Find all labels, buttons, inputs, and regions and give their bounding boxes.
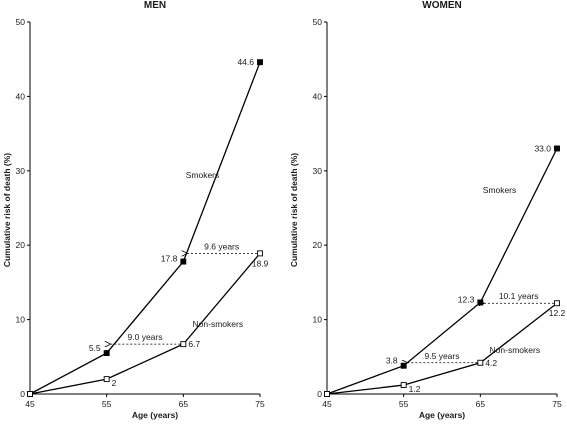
data-point-marker [103, 350, 110, 357]
data-label: 3.8 [386, 356, 398, 366]
panel-men: MEN Cumulative risk of death (%) Age (ye… [2, 0, 269, 420]
x-tick-label: 75 [552, 399, 562, 409]
y-tick-label: 30 [313, 166, 323, 176]
x-tick-label: 45 [322, 399, 332, 409]
data-label: 1.2 [409, 384, 421, 394]
y-tick-label: 50 [16, 17, 26, 27]
series-name-label: Non-smokers [193, 319, 244, 329]
series-line-non-smokers [326, 302, 558, 395]
data-label: 12.2 [549, 308, 566, 318]
y-tick-label: 20 [16, 240, 26, 250]
x-tick-label: 45 [25, 399, 35, 409]
x-tick-label: 55 [102, 399, 112, 409]
data-point-marker [103, 376, 110, 383]
x-axis-label: Age (years) [419, 410, 465, 420]
data-point-marker [180, 341, 187, 348]
x-tick-label: 65 [476, 399, 486, 409]
chart-title: WOMEN [422, 0, 461, 11]
y-tick-label: 50 [313, 17, 323, 27]
plot-area-women: 0 10 20 30 40 50 45 55 65 75 3.8 12.3 33.0 1.2 4.2 12.2… [313, 17, 566, 409]
series-line-smokers [326, 148, 558, 395]
data-point-marker [324, 391, 330, 397]
data-point-marker [257, 250, 263, 257]
chart-title: MEN [144, 0, 166, 11]
data-label: 33.0 [534, 143, 551, 153]
x-tick-label: 55 [399, 399, 409, 409]
data-point-marker [27, 391, 33, 397]
y-tick-label: 30 [16, 166, 26, 176]
x-axis-label: Age (years) [132, 410, 178, 420]
data-label: 4.2 [485, 358, 497, 368]
y-tick-label: 10 [16, 315, 26, 325]
y-axis-label: Cumulative risk of death (%) [289, 153, 299, 267]
y-tick-label: 40 [313, 91, 323, 101]
y-axis-label: Cumulative risk of death (%) [2, 153, 12, 267]
data-point-marker [554, 145, 560, 152]
data-point-marker [180, 258, 187, 265]
series-line-non-smokers [29, 252, 261, 395]
data-point-marker [400, 362, 407, 369]
gap-annotation: 10.1 years [499, 291, 539, 301]
data-point-marker [554, 300, 560, 307]
data-point-marker [477, 299, 484, 306]
x-tick-label: 65 [179, 399, 189, 409]
series-name-label: Smokers [483, 185, 517, 195]
series-line-smokers [29, 61, 261, 395]
y-tick-label: 20 [313, 240, 323, 250]
x-tick-label: 75 [255, 399, 265, 409]
data-label: 12.3 [458, 294, 475, 304]
data-label: 2 [112, 378, 117, 388]
gap-annotation: 9.0 years [128, 332, 163, 342]
y-tick-label: 0 [20, 389, 25, 399]
data-label: 5.5 [89, 343, 101, 353]
data-label: 18.9 [252, 258, 269, 268]
panel-women: WOMEN Cumulative risk of death (%) Age (… [289, 0, 566, 420]
y-tick-label: 40 [16, 91, 26, 101]
data-label: 44.6 [237, 57, 254, 67]
y-tick-label: 10 [313, 315, 323, 325]
data-point-marker [400, 382, 407, 389]
data-label: 17.8 [161, 254, 178, 264]
gap-annotation: 9.6 years [204, 241, 239, 251]
data-point-marker [257, 59, 263, 66]
series-name-label: Smokers [186, 170, 220, 180]
data-point-marker [477, 359, 484, 366]
gap-annotation: 9.5 years [425, 351, 460, 361]
y-tick-label: 0 [317, 389, 322, 399]
plot-area-men: 0 10 20 30 40 50 45 55 65 75 5.5 17.8 44.6 2 6.7 18.9 Sm… [16, 17, 269, 409]
series-name-label: Non-smokers [490, 345, 541, 355]
data-label: 6.7 [188, 339, 200, 349]
